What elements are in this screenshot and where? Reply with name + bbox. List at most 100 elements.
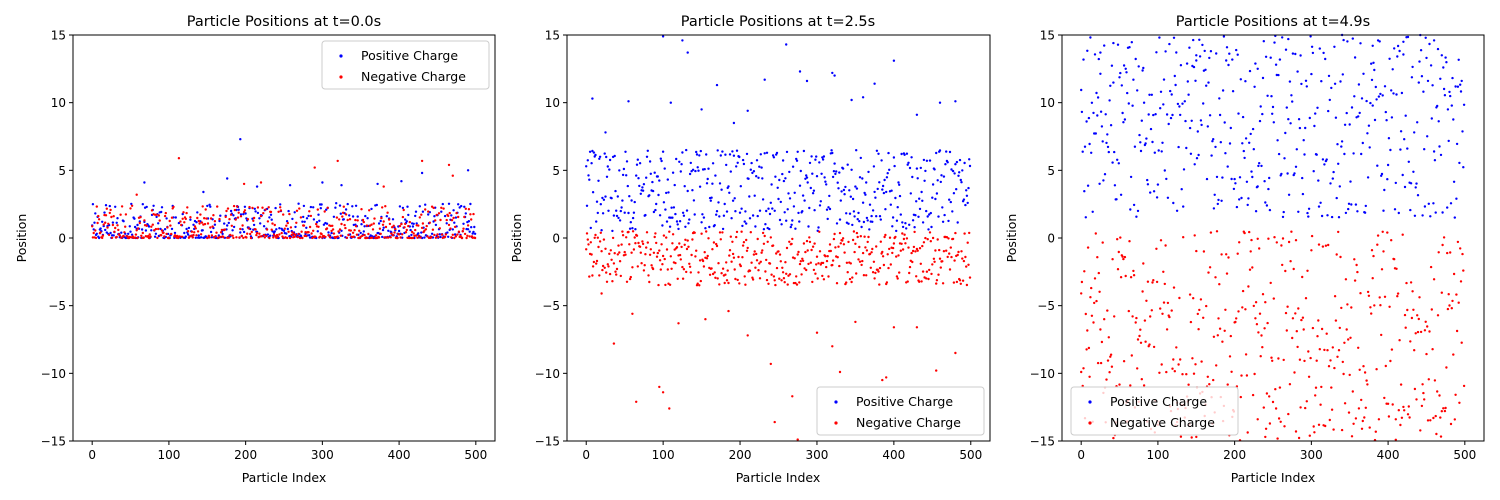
scatter-point xyxy=(1257,331,1260,334)
scatter-point xyxy=(768,227,771,231)
scatter-point xyxy=(123,231,126,234)
scatter-point xyxy=(1109,353,1113,356)
scatter-point xyxy=(1452,180,1456,183)
scatter-point xyxy=(610,258,613,261)
scatter-point xyxy=(900,242,903,245)
scatter-point xyxy=(128,225,131,228)
scatter-point xyxy=(589,226,592,230)
scatter-point xyxy=(1361,141,1365,145)
scatter-point xyxy=(1331,346,1335,349)
scatter-point xyxy=(302,204,306,208)
scatter-point xyxy=(285,232,288,235)
scatter-point xyxy=(838,370,842,374)
scatter-point xyxy=(382,185,385,188)
scatter-point xyxy=(106,226,109,229)
scatter-point xyxy=(869,266,872,269)
scatter-point xyxy=(685,247,689,251)
scatter-point xyxy=(285,236,289,240)
scatter-point xyxy=(391,218,395,221)
scatter-point xyxy=(410,230,414,234)
scatter-point xyxy=(1340,140,1344,143)
scatter-point xyxy=(715,83,719,87)
scatter-point xyxy=(1220,253,1223,256)
scatter-point xyxy=(1439,153,1443,157)
scatter-point xyxy=(1385,119,1388,122)
scatter-point xyxy=(374,234,378,237)
scatter-point xyxy=(1435,432,1438,436)
scatter-point xyxy=(1121,111,1124,115)
scatter-point xyxy=(133,225,137,229)
scatter-point xyxy=(790,242,793,246)
scatter-point xyxy=(966,241,969,244)
scatter-point xyxy=(1210,154,1213,157)
legend-marker xyxy=(339,54,343,58)
scatter-point xyxy=(905,227,908,230)
scatter-point xyxy=(117,228,120,232)
scatter-point xyxy=(420,159,424,163)
scatter-point xyxy=(879,218,882,221)
scatter-point xyxy=(1398,49,1401,53)
scatter-point xyxy=(451,174,454,177)
scatter-point xyxy=(382,226,385,229)
scatter-point xyxy=(1263,327,1266,330)
scatter-point xyxy=(662,201,666,204)
scatter-point xyxy=(628,277,632,281)
scatter-point xyxy=(687,222,690,225)
scatter-point xyxy=(958,158,962,162)
scatter-point xyxy=(585,204,589,207)
scatter-point xyxy=(467,208,471,211)
scatter-point xyxy=(1297,210,1300,213)
scatter-point xyxy=(1106,309,1109,312)
scatter-point xyxy=(1408,416,1411,419)
scatter-point xyxy=(367,232,370,236)
scatter-point xyxy=(915,200,918,203)
scatter-point xyxy=(158,219,161,222)
scatter-point xyxy=(873,82,876,85)
scatter-point xyxy=(1166,196,1170,199)
scatter-point xyxy=(1195,435,1198,439)
legend-label: Negative Charge xyxy=(856,415,961,430)
scatter-point xyxy=(1297,118,1301,121)
scatter-point xyxy=(762,228,766,231)
scatter-point xyxy=(817,262,820,265)
scatter-point xyxy=(204,208,207,211)
scatter-point xyxy=(1190,436,1193,439)
scatter-point xyxy=(667,191,670,194)
scatter-point xyxy=(371,228,375,231)
scatter-point xyxy=(451,233,454,236)
scatter-point xyxy=(768,262,772,265)
scatter-point xyxy=(432,206,435,210)
scatter-point xyxy=(595,262,598,265)
scatter-point xyxy=(795,283,799,286)
scatter-point xyxy=(454,216,458,219)
scatter-point xyxy=(1443,94,1447,97)
scatter-point xyxy=(765,209,768,213)
scatter-point xyxy=(337,230,340,233)
scatter-point xyxy=(1192,297,1195,300)
scatter-point xyxy=(1214,276,1217,279)
scatter-point xyxy=(1132,203,1136,207)
scatter-point xyxy=(255,233,258,237)
scatter-point xyxy=(1425,352,1428,356)
scatter-point xyxy=(604,195,607,198)
scatter-point xyxy=(373,217,376,220)
scatter-point xyxy=(370,207,373,211)
scatter-point xyxy=(1396,292,1400,295)
scatter-point xyxy=(633,200,636,204)
scatter-point xyxy=(105,207,109,210)
scatter-point xyxy=(833,162,836,165)
scatter-point xyxy=(958,171,961,174)
scatter-point xyxy=(906,163,909,166)
scatter-point xyxy=(601,264,605,268)
scatter-point xyxy=(622,167,626,171)
scatter-point xyxy=(785,246,789,250)
scatter-point xyxy=(1159,307,1162,310)
scatter-point xyxy=(211,225,214,228)
scatter-point xyxy=(708,225,711,229)
scatter-point xyxy=(209,230,213,234)
scatter-point xyxy=(1427,202,1431,205)
scatter-point xyxy=(150,229,153,232)
scatter-point xyxy=(689,271,692,274)
scatter-point xyxy=(867,235,870,239)
scatter-point xyxy=(892,242,896,245)
